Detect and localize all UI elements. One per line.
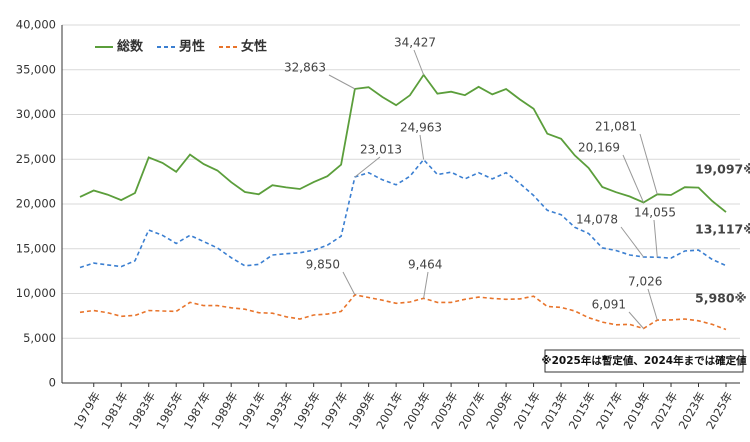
- legend-label: 女性: [241, 39, 267, 55]
- y-tick-label: 20,000: [16, 197, 56, 211]
- leader-line: [342, 271, 356, 296]
- note: ※2025年は暫定値、2024年までは確定値: [541, 354, 747, 367]
- value-label: 13,117※: [695, 222, 750, 237]
- value-label: 14,078: [576, 213, 618, 227]
- y-tick-label: 25,000: [16, 152, 56, 166]
- value-label: 19,097※: [695, 162, 750, 177]
- y-tick-label: 35,000: [16, 62, 56, 76]
- leader-line: [653, 219, 658, 258]
- leader-line: [639, 133, 658, 195]
- value-label: 34,427: [394, 36, 436, 50]
- value-label: 14,055: [634, 206, 676, 220]
- leader-line: [647, 288, 658, 321]
- value-label: 20,169: [578, 141, 620, 155]
- leader-line: [628, 311, 644, 329]
- value-label: 5,980※: [695, 291, 747, 306]
- value-label: 32,863: [284, 61, 326, 75]
- series-line: [79, 73, 727, 213]
- leader-line: [620, 226, 644, 258]
- value-label: 6,091: [592, 298, 626, 312]
- y-tick-label: 0: [49, 376, 56, 390]
- y-tick-label: 40,000: [16, 18, 56, 32]
- leader-line: [622, 154, 644, 203]
- value-label: 7,026: [628, 275, 662, 289]
- value-label: 9,464: [408, 258, 442, 272]
- legend-label: 男性: [179, 39, 205, 55]
- value-label: 23,013: [360, 143, 402, 157]
- leader-line: [354, 156, 381, 178]
- leader-line: [328, 74, 356, 90]
- legend-label: 総数: [117, 39, 144, 55]
- y-tick-label: 10,000: [16, 286, 56, 300]
- y-tick-label: 30,000: [16, 107, 56, 121]
- series-line: [79, 158, 727, 269]
- leader-line: [423, 271, 429, 299]
- value-label: 21,081: [595, 120, 637, 134]
- series-line: [79, 293, 727, 331]
- y-tick-label: 15,000: [16, 241, 56, 255]
- leader-line: [419, 134, 425, 160]
- value-label: 9,850: [306, 258, 340, 272]
- note-box: [544, 349, 744, 373]
- leader-line: [413, 49, 425, 76]
- value-label: 24,963: [400, 121, 442, 135]
- x-tick-label: 2025年: [703, 389, 736, 431]
- y-tick-label: 5,000: [23, 331, 56, 345]
